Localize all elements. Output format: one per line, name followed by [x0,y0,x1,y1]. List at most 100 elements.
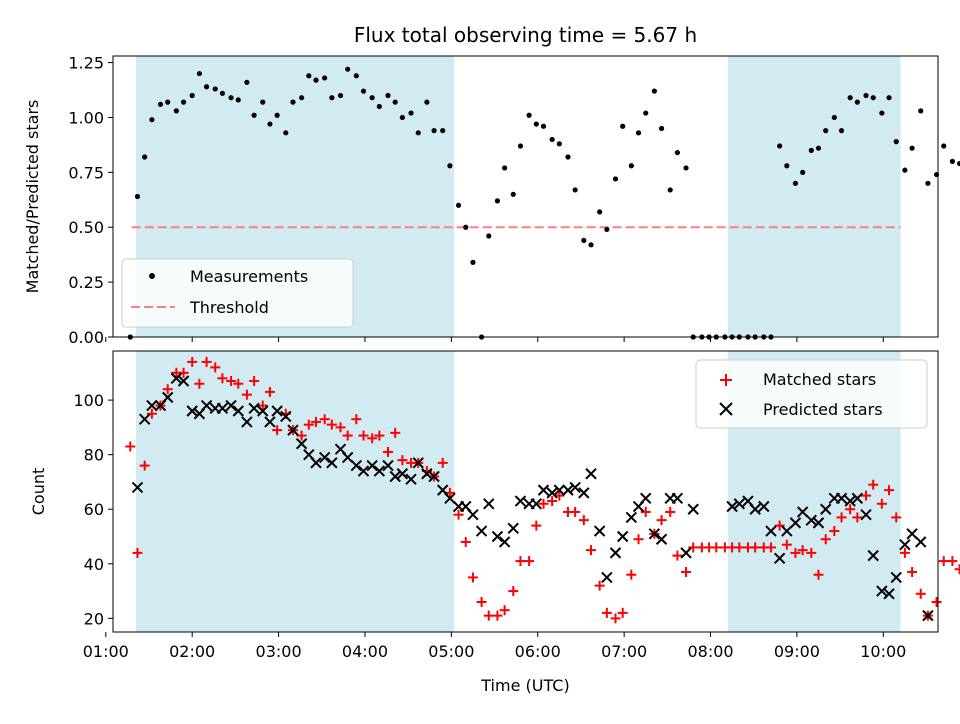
predicted-star-point [733,498,746,510]
measurement-point [815,145,822,151]
measurement-point [337,92,344,99]
bottom-legend: Matched stars Predicted stars [695,359,928,429]
bottom-panel: 20 40 60 80 100 01:00 02:00 03:00 04:00 05:00 06:… [29,350,960,695]
measurement-point [854,99,860,105]
matched-star-point [358,430,369,441]
matched-star-point [226,376,237,387]
x-tick-label: 01:00 [83,642,129,661]
x-tick-label: 04:00 [342,642,388,661]
predicted-star-point [578,487,590,499]
matched-star-point [194,378,205,389]
predicted-star-point [530,498,543,510]
matched-star-point [342,430,353,441]
measurement-point [502,165,508,171]
matched-star-point [899,547,910,558]
measurement-point [549,136,555,143]
top-y-tick-label: 1.00 [68,108,104,127]
top-legend: Measurements Threshold [121,258,354,328]
measurement-point [540,123,547,129]
predicted-star-point [498,536,511,548]
measurement-point [134,193,141,200]
predicted-star-point [616,530,629,543]
measurement-point [244,79,250,85]
x-tick-label: 07:00 [601,642,647,661]
predicted-star-point [318,451,331,464]
predicted-star-point [680,547,692,559]
measurement-point [431,128,437,134]
measurement-point [651,88,657,94]
measurement-point [463,224,469,230]
measurement-point [299,95,305,101]
measurement-point [157,101,164,107]
measurement-point [415,130,421,136]
matched-star-point [547,496,558,507]
x-tick-label: 06:00 [515,642,561,661]
measurement-point [667,187,673,193]
matched-star-point [665,506,676,517]
predicted-star-point [899,538,911,551]
measurement-point [808,147,814,153]
measurement-point [612,176,619,182]
measurements-legend-marker [149,273,155,279]
matched-star-point [460,536,471,547]
measurement-point [556,141,562,147]
bottom-y-tick-label: 60 [84,500,104,519]
matched-star-point [499,605,510,616]
matched-star-point [868,479,879,490]
measurement-point [847,95,853,101]
matched-star-point [681,566,692,577]
matched-star-point [187,356,198,367]
measurement-point [313,77,319,83]
predicted-star-point [819,503,832,515]
measurement-point [870,95,876,101]
measurement-point [440,128,446,134]
matched-star-point [931,596,942,607]
measurement-point [658,125,665,132]
matched-star-point [272,425,283,436]
predicted-star-point [609,547,622,559]
measurement-point [909,145,915,151]
matched-star-point [397,455,408,466]
predicted-star-point [758,500,770,513]
matched-star-point [915,588,926,599]
predicted-star-point [765,525,777,537]
matched-star-point [640,506,651,517]
bottom-y-axis-label: Count [29,468,48,516]
measurement-point [329,95,335,101]
matched-star-point [233,378,244,389]
predicted-star-point [906,528,918,540]
measurement-point [399,114,405,121]
predicted-star-point [396,468,409,480]
matched-star-point [538,498,549,509]
matched-star-point [492,610,503,621]
matched-star-point [734,542,745,553]
predicted-star-point [428,470,440,483]
measurement-point [572,187,578,193]
matched-star-point [601,607,612,618]
shaded-interval [136,351,455,632]
measurement-point [173,108,179,114]
matched-star-point [453,509,464,520]
x-tick-label: 05:00 [428,642,474,661]
matched-stars-legend-label: Matched stars [763,370,876,389]
bottom-legend-box [695,359,928,429]
predicted-stars-legend-marker [719,402,733,416]
measurement-point [628,163,634,169]
top-y-tick-label: 0.00 [68,328,104,347]
measurement-point [353,73,359,79]
matched-star-point [820,534,831,545]
predicted-stars-points [131,372,934,622]
measurement-point [283,130,289,136]
measurement-point [447,163,453,169]
predicted-star-point [146,399,158,412]
measurement-point [517,143,524,149]
matched-star-point [146,408,157,419]
predicted-star-point [475,525,488,537]
predicted-star-point [280,410,292,423]
matched-star-point [264,386,275,397]
matched-star-point [610,613,621,624]
measurement-point [863,92,869,99]
predicted-star-point [232,405,244,417]
predicted-star-point [585,468,597,480]
predicted-star-point [257,405,269,417]
